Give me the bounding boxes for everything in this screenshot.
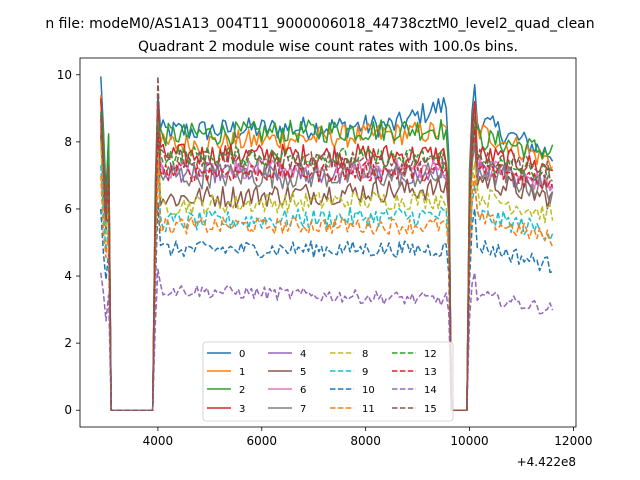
series-line-10 xyxy=(100,201,553,411)
y-tick-label: 4 xyxy=(64,269,72,283)
legend-label-2: 2 xyxy=(239,385,245,396)
legend-label-4: 4 xyxy=(300,349,306,360)
axes-frame xyxy=(79,57,577,428)
chart-title: Quadrant 2 module wise count rates with … xyxy=(138,39,518,55)
x-tick-label: 8000 xyxy=(350,434,381,448)
legend-label-5: 5 xyxy=(300,367,306,378)
legend-label-6: 6 xyxy=(300,385,306,396)
series-line-15 xyxy=(100,75,553,411)
series-layer xyxy=(100,75,554,411)
series-line-13 xyxy=(100,118,554,411)
x-axis: 4000 6000 8000 10000 12000 xyxy=(143,427,592,448)
y-tick-label: 2 xyxy=(64,336,72,350)
legend-label-7: 7 xyxy=(300,404,306,415)
y-axis: 0 2 4 6 8 10 xyxy=(57,68,80,417)
series-line-11 xyxy=(100,161,554,411)
series-line-8 xyxy=(100,141,554,411)
legend-frame xyxy=(202,341,454,422)
x-offset-label: +4.422e8 xyxy=(517,455,576,469)
x-tick-label: 10000 xyxy=(450,434,488,448)
series-line-14 xyxy=(100,268,554,411)
legend-label-9: 9 xyxy=(362,367,368,378)
legend-label-1: 1 xyxy=(239,367,245,378)
series-line-9 xyxy=(100,164,554,411)
legend-label-8: 8 xyxy=(362,349,368,360)
legend-label-14: 14 xyxy=(424,385,437,396)
x-tick-label: 6000 xyxy=(247,434,278,448)
y-tick-label: 0 xyxy=(64,403,72,417)
y-tick-label: 6 xyxy=(64,202,72,216)
figure-suptitle: n file: modeM0/AS1A13_004T11_9000006018_… xyxy=(45,16,594,32)
legend-label-15: 15 xyxy=(424,404,437,415)
legend-label-11: 11 xyxy=(362,404,375,415)
y-tick-label: 8 xyxy=(64,135,72,149)
legend-label-12: 12 xyxy=(424,349,437,360)
legend-label-10: 10 xyxy=(362,385,375,396)
legend-label-0: 0 xyxy=(239,349,245,360)
series-line-7 xyxy=(100,125,554,411)
series-line-2 xyxy=(100,101,554,411)
x-tick-label: 12000 xyxy=(554,434,592,448)
legend-label-3: 3 xyxy=(239,404,245,415)
y-tick-label: 10 xyxy=(57,68,72,82)
series-line-12 xyxy=(100,111,553,411)
x-tick-label: 4000 xyxy=(143,434,174,448)
legend-label-13: 13 xyxy=(424,367,437,378)
